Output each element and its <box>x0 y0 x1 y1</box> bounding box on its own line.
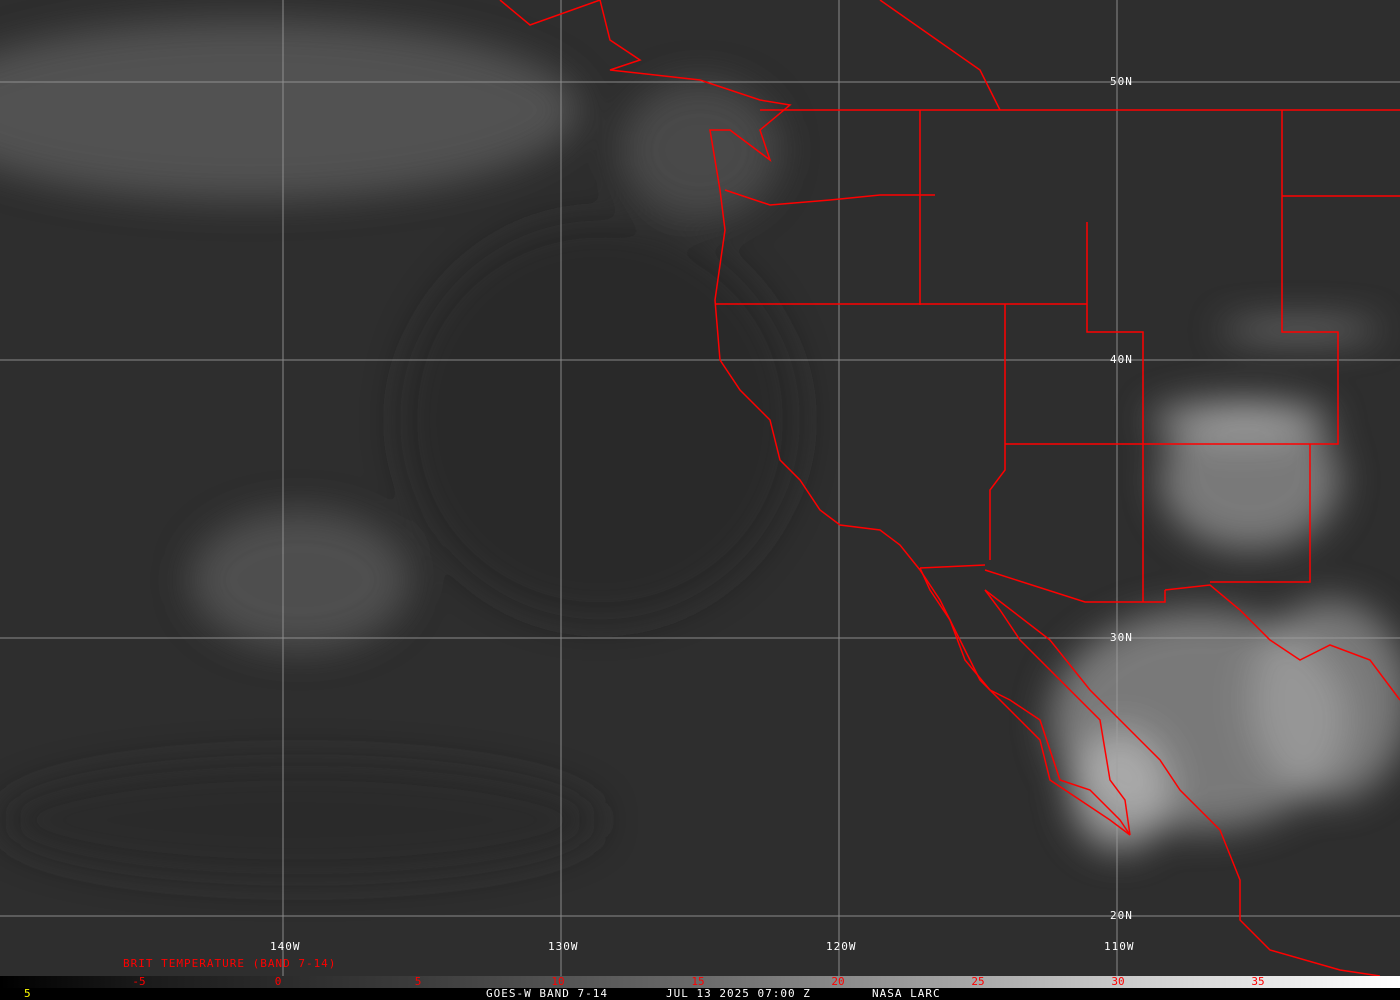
lon-label-130w: 130W <box>548 940 579 953</box>
wa-or-border <box>724 189 935 206</box>
lon-label-120w: 120W <box>826 940 857 953</box>
political-boundaries <box>499 0 1400 976</box>
image-datetime: JUL 13 2025 07:00 Z <box>666 987 811 1000</box>
colorbar-tick: 10 <box>551 975 565 988</box>
colorbar-tick: 35 <box>1251 975 1265 988</box>
lon-label-110w: 110W <box>1104 940 1135 953</box>
colorbar-tick: 0 <box>274 975 282 988</box>
satellite-band: GOES-W BAND 7-14 <box>486 987 608 1000</box>
utah-border <box>1086 222 1144 602</box>
graticule <box>0 0 1400 976</box>
colorbar-tick: 5 <box>414 975 422 988</box>
colorbar-tick: 25 <box>971 975 985 988</box>
us-mx-border <box>984 569 1166 603</box>
colorbar-tick: -5 <box>132 975 146 988</box>
lat-label-30n: 30N <box>1110 631 1133 644</box>
canada-border-east <box>879 0 1001 111</box>
nv-border <box>989 304 1006 560</box>
nm-border <box>1210 444 1311 583</box>
footer-bar: 5 GOES-W BAND 7-14 JUL 13 2025 07:00 Z N… <box>0 987 1400 1000</box>
lat-label-40n: 40N <box>1110 353 1133 366</box>
map-imagery <box>0 0 1400 976</box>
colorbar-tick: 15 <box>691 975 705 988</box>
frame-number: 5 <box>24 987 32 1000</box>
cloud-layer <box>0 20 1400 880</box>
legend-title: BRIT TEMPERATURE (BAND 7-14) <box>123 957 337 970</box>
gulf-coast <box>1164 584 1400 701</box>
temperature-colorbar: -5 0 5 10 15 20 25 30 35 <box>0 975 1400 988</box>
wy-co-border <box>1005 110 1339 445</box>
lat-label-50n: 50N <box>1110 75 1133 88</box>
colorbar-tick: 30 <box>1111 975 1125 988</box>
mexico-coast <box>984 589 1381 976</box>
lat-label-20n: 20N <box>1110 909 1133 922</box>
baja-peninsula <box>919 567 1131 836</box>
colorbar-tick: 20 <box>831 975 845 988</box>
ca-mx-border <box>919 564 986 569</box>
credit: NASA LARC <box>872 987 941 1000</box>
lon-label-140w: 140W <box>270 940 301 953</box>
